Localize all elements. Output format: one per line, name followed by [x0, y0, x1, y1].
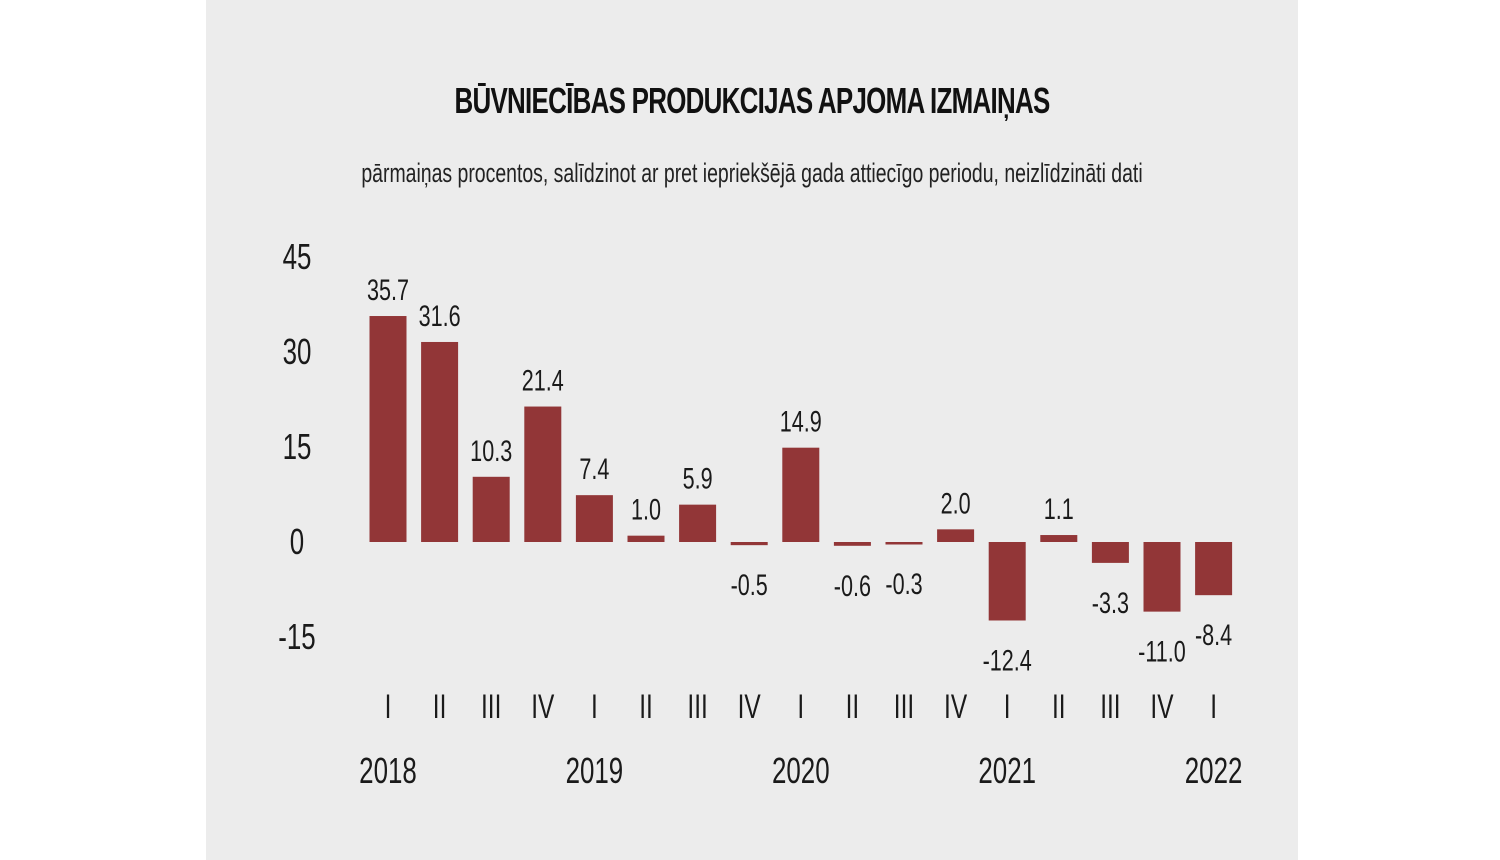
bar: [782, 447, 820, 542]
bar: [1143, 542, 1181, 612]
data-label: -0.3: [885, 566, 922, 600]
data-label: -8.4: [1195, 618, 1232, 652]
bar: [1040, 535, 1078, 542]
quarter-label: I: [385, 688, 392, 726]
quarter-label: II: [1052, 688, 1066, 726]
bar: [885, 542, 923, 545]
bar: [1091, 542, 1129, 563]
y-tick-label: 45: [283, 237, 312, 277]
quarter-label: III: [1100, 688, 1120, 726]
chart-title: BŪVNIECĪBAS PRODUKCIJAS APJOMA IZMAIŅAS: [454, 80, 1050, 121]
data-label: -0.5: [731, 568, 768, 602]
data-label: 35.7: [367, 272, 409, 306]
bar: [421, 341, 459, 542]
y-tick-label: 30: [283, 332, 312, 372]
data-label: 1.0: [631, 492, 661, 526]
data-label: -3.3: [1092, 585, 1129, 619]
year-label: 2022: [1185, 751, 1243, 791]
y-tick-label: 15: [283, 427, 312, 467]
quarter-label: I: [1004, 688, 1011, 726]
data-label: -0.6: [834, 568, 871, 602]
data-label: 10.3: [470, 433, 512, 467]
data-label: 2.0: [941, 486, 971, 520]
data-label: 5.9: [683, 461, 713, 495]
quarter-label: I: [1210, 688, 1217, 726]
data-label: 7.4: [579, 452, 609, 486]
bar: [988, 542, 1026, 621]
quarter-label: III: [481, 688, 501, 726]
data-label: 14.9: [780, 404, 822, 438]
quarter-label: II: [639, 688, 653, 726]
bar: [1195, 542, 1233, 596]
data-label: -11.0: [1138, 634, 1186, 668]
bar: [524, 406, 562, 542]
data-label: 1.1: [1044, 491, 1074, 525]
quarter-label: II: [433, 688, 447, 726]
bar: [369, 316, 407, 542]
quarter-label: II: [846, 688, 860, 726]
quarter-label: IV: [738, 688, 761, 726]
data-label: 31.6: [419, 298, 461, 332]
bar: [575, 495, 613, 542]
year-label: 2018: [359, 751, 417, 791]
bar: [627, 535, 665, 542]
year-label: 2021: [978, 751, 1036, 791]
bar: [472, 476, 510, 542]
chart-subtitle: pārmaiņas procentos, salīdzinot ar pret …: [361, 158, 1143, 188]
quarter-label: IV: [1150, 688, 1173, 726]
y-tick-label: -15: [278, 617, 315, 657]
quarter-label: IV: [944, 688, 967, 726]
quarter-label: I: [797, 688, 804, 726]
data-label: -12.4: [983, 643, 1032, 677]
quarter-label: IV: [531, 688, 554, 726]
bar: [679, 504, 717, 542]
data-label: 21.4: [522, 363, 564, 397]
quarter-label: III: [687, 688, 707, 726]
bar: [937, 529, 975, 542]
quarter-label: III: [894, 688, 914, 726]
bar: [730, 542, 768, 546]
year-label: 2019: [566, 751, 624, 791]
year-label: 2020: [772, 751, 830, 791]
y-tick-label: 0: [290, 522, 304, 562]
quarter-label: I: [591, 688, 598, 726]
bar: [833, 542, 871, 546]
